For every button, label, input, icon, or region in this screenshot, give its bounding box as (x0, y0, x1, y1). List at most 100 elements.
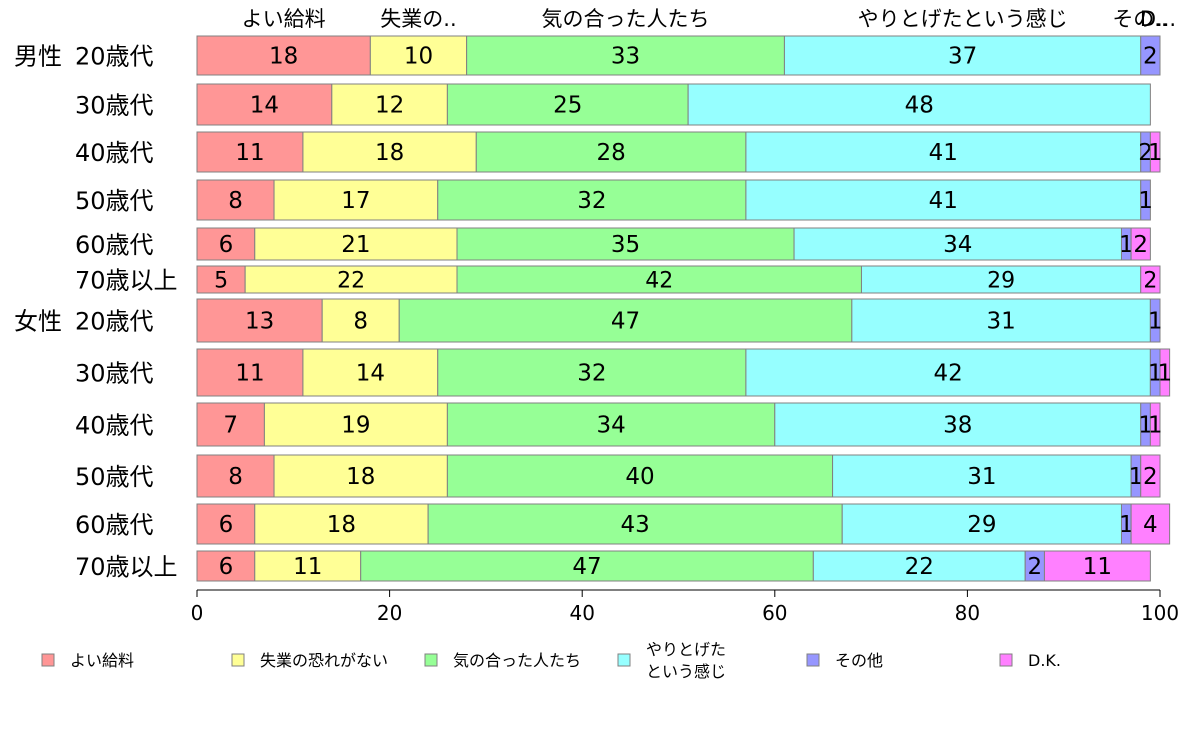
data-label: 11 (235, 140, 264, 166)
data-label: 22 (337, 269, 365, 294)
bar-segment (1130, 227, 1151, 261)
legend-label: その他 (835, 651, 883, 670)
bar-segment (475, 131, 747, 173)
bar-segment (244, 265, 458, 294)
category-label: 70歳以上 (75, 267, 178, 295)
data-label: 1 (1148, 361, 1163, 387)
legend-swatch (41, 653, 55, 667)
bar-segment (456, 227, 795, 261)
bar-segment (1159, 348, 1171, 397)
bar-segment (196, 227, 256, 261)
bar-segment (745, 131, 1142, 173)
bar-segment (302, 131, 477, 173)
bar-segment (196, 83, 333, 126)
data-label: 25 (553, 93, 582, 119)
data-label: 2 (1138, 140, 1153, 166)
top-segment-label: 気の合った人たち (542, 7, 710, 31)
data-label: 1 (1129, 464, 1144, 490)
bar-segment (437, 348, 747, 397)
bar-segment (196, 503, 256, 545)
data-label: 8 (228, 188, 243, 214)
data-label: 29 (987, 269, 1015, 294)
category-label: 30歳代 (75, 92, 154, 120)
category-label: 20歳代 (75, 43, 154, 71)
bar-segment (687, 83, 1151, 126)
bar-segment (196, 402, 265, 447)
data-label: 35 (611, 232, 640, 258)
group-label: 男性 (14, 43, 62, 71)
bar-segment (774, 402, 1142, 447)
bar-segment (851, 298, 1151, 343)
legend-label: 気の合った人たち (453, 651, 581, 670)
data-label: 11 (1083, 554, 1112, 580)
bar-segment (369, 35, 468, 76)
data-label: 8 (228, 464, 243, 490)
bar-segment (1149, 402, 1161, 447)
data-label: 43 (621, 512, 650, 538)
bar-segment (196, 298, 323, 343)
legend-label: D.K. (1028, 651, 1061, 670)
data-label: 5 (214, 269, 228, 294)
bar-segment (812, 550, 1026, 582)
category-label: 40歳代 (75, 412, 154, 440)
top-segment-label: 失業の.. (380, 7, 456, 31)
category-label: 40歳代 (75, 139, 154, 167)
category-label: 60歳代 (75, 511, 154, 539)
data-label: 18 (269, 44, 298, 70)
data-label: 11 (235, 361, 264, 387)
x-tick-label: 20 (377, 601, 402, 625)
data-label: 2 (1143, 464, 1158, 490)
bar-segment (254, 550, 362, 582)
bar-segment (832, 454, 1132, 498)
bar-segment (196, 348, 304, 397)
legend-label: 失業の恐れがない (260, 651, 388, 670)
bar-segment (446, 83, 689, 126)
data-label: 1 (1138, 413, 1153, 439)
bar-segment (1140, 454, 1161, 498)
bar-segment (196, 179, 275, 221)
bar-segment (196, 131, 304, 173)
category-label: 50歳代 (75, 187, 154, 215)
data-label: 47 (611, 309, 640, 335)
bar-segment (1149, 131, 1161, 173)
bar-segment (321, 298, 400, 343)
data-label: 13 (245, 309, 274, 335)
data-label: 28 (596, 140, 625, 166)
data-label: 31 (986, 309, 1015, 335)
legend-label: やりとげたという感じ (646, 640, 726, 681)
bar-segment (196, 35, 371, 76)
data-label: 1 (1138, 188, 1153, 214)
data-label: 17 (341, 188, 370, 214)
data-label: 14 (356, 361, 385, 387)
data-label: 6 (219, 554, 234, 580)
category-label: 70歳以上 (75, 553, 178, 581)
bar-segment (841, 503, 1122, 545)
data-label: 1 (1148, 309, 1163, 335)
bar-segment (254, 227, 458, 261)
bar-segment (745, 179, 1142, 221)
top-segment-label: やりとげたという感じ (858, 7, 1068, 31)
legend-swatch (806, 653, 820, 667)
top-segment-label: その.. (1112, 7, 1167, 31)
x-tick-label: 80 (955, 601, 980, 625)
bar-segment (302, 348, 439, 397)
data-label: 11 (293, 554, 322, 580)
data-label: 29 (967, 512, 996, 538)
bar-segment (446, 402, 776, 447)
category-label: 20歳代 (75, 308, 154, 336)
bar-segment (1140, 179, 1151, 221)
data-label: 1 (1119, 232, 1134, 258)
data-label: 31 (967, 464, 996, 490)
data-label: 1 (1148, 140, 1163, 166)
data-label: 2 (1143, 44, 1158, 70)
bar-segment (1043, 550, 1151, 582)
data-label: 1 (1148, 413, 1163, 439)
data-label: 42 (933, 361, 962, 387)
data-label: 34 (943, 232, 972, 258)
data-label: 18 (375, 140, 404, 166)
x-tick-label: 0 (191, 601, 204, 625)
data-label: 42 (645, 269, 673, 294)
data-label: 18 (327, 512, 356, 538)
data-label: 6 (219, 512, 234, 538)
data-label: 47 (572, 554, 601, 580)
